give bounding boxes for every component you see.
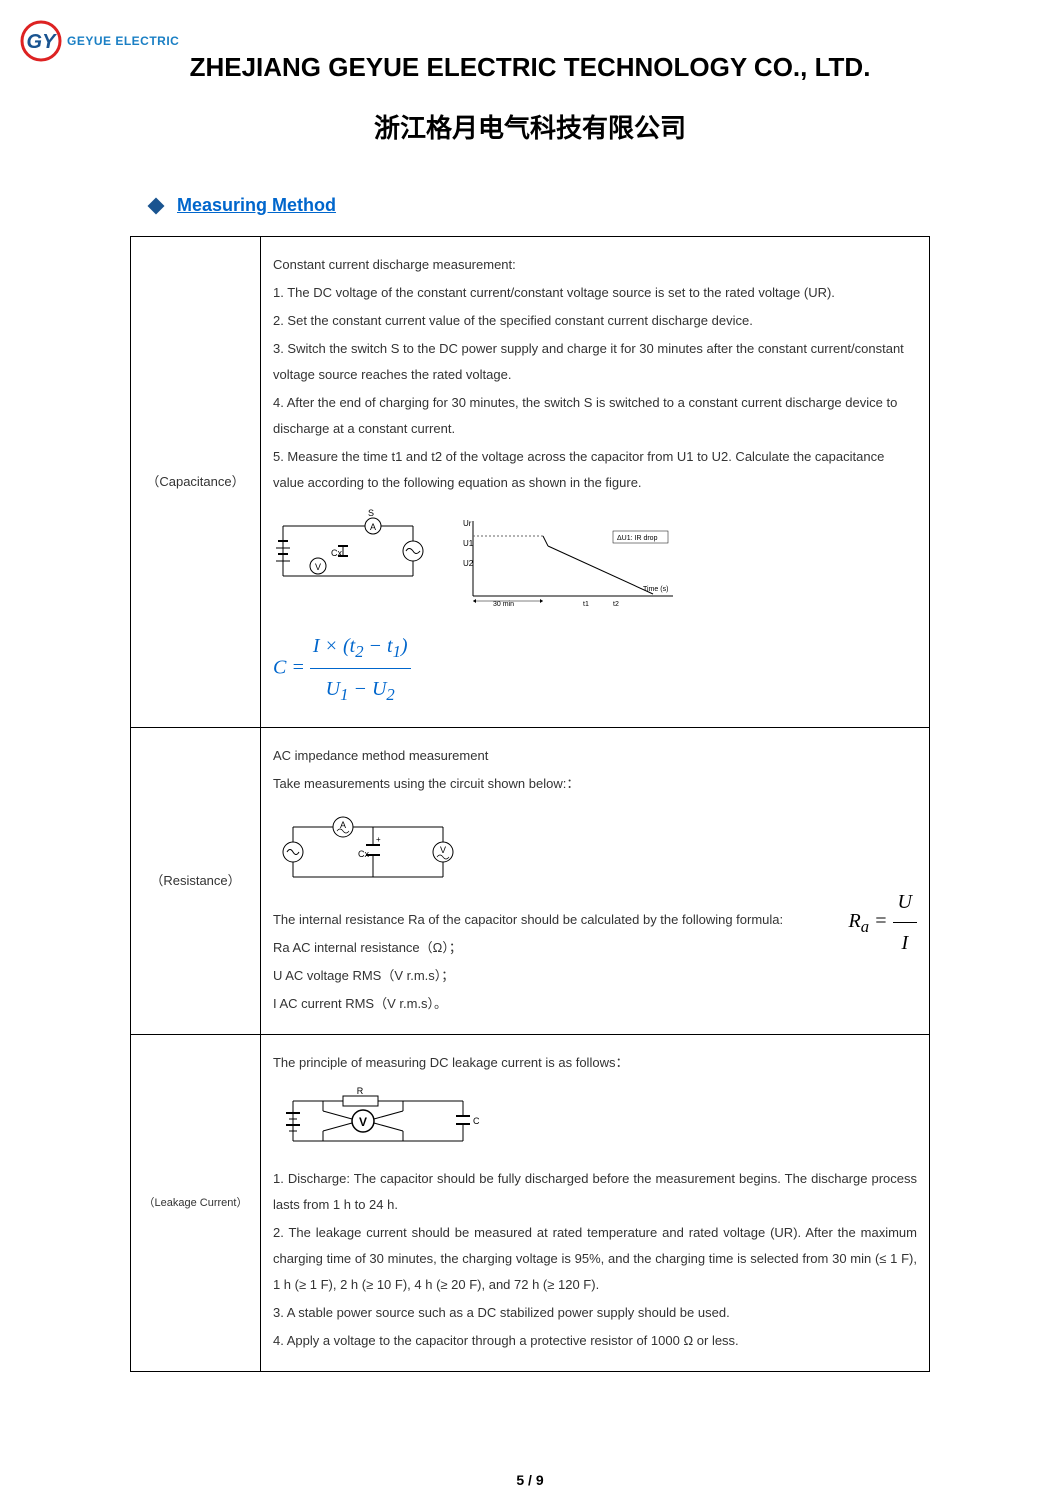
- text-line: U AC voltage RMS（V r.m.s）；: [273, 963, 917, 989]
- ur-label: Ur: [463, 519, 472, 528]
- t1-label: t1: [583, 601, 589, 608]
- voltmeter-label: V: [359, 1115, 367, 1129]
- section-title: Measuring Method: [177, 195, 336, 216]
- logo-text: GEYUE ELECTRIC: [67, 34, 179, 48]
- page-number: 5 / 9: [0, 1472, 1060, 1488]
- table-row: （Leakage Current） The principle of measu…: [131, 1034, 930, 1371]
- text-line: I AC current RMS（V r.m.s）。: [273, 991, 917, 1017]
- resistance-diagram: A Cx + V: [273, 807, 917, 897]
- capacitance-content: Constant current discharge measurement: …: [260, 237, 929, 728]
- capacitance-diagram: A S V Cx: [273, 506, 917, 616]
- resistor-label: R: [357, 1086, 364, 1096]
- cx-label: Cx: [358, 849, 369, 859]
- text-line: Constant current discharge measurement:: [273, 252, 917, 278]
- text-line: The principle of measuring DC leakage cu…: [273, 1050, 917, 1076]
- voltmeter-label: V: [315, 562, 321, 572]
- row-label-capacitance: （Capacitance）: [131, 237, 261, 728]
- thirty-min-label: 30 min: [493, 601, 514, 608]
- table-row: （Capacitance） Constant current discharge…: [131, 237, 930, 728]
- text-line: 1. Discharge: The capacitor should be fu…: [273, 1166, 917, 1218]
- svg-text:+: +: [376, 835, 381, 844]
- t2-label: t2: [613, 601, 619, 608]
- resistance-formula: Ra = U I: [849, 882, 918, 963]
- text-line: 3. A stable power source such as a DC st…: [273, 1300, 917, 1326]
- voltmeter-label: V: [440, 845, 446, 855]
- time-axis-label: Time (s): [643, 586, 668, 593]
- page-sep: /: [524, 1472, 536, 1488]
- resistance-content: AC impedance method measurement Take mea…: [260, 727, 929, 1034]
- leakage-diagram: R V: [273, 1086, 917, 1156]
- company-title-en: ZHEJIANG GEYUE ELECTRIC TECHNOLOGY CO., …: [0, 52, 1060, 83]
- u1-label: U1: [463, 539, 474, 548]
- ammeter-label: A: [340, 820, 346, 830]
- capacitor-label: C: [473, 1116, 480, 1126]
- text-line: 2. The leakage current should be measure…: [273, 1220, 917, 1298]
- ammeter-label: A: [370, 522, 376, 532]
- text-line: 2. Set the constant current value of the…: [273, 308, 917, 334]
- section-header: Measuring Method: [0, 195, 1060, 216]
- text-line: 1. The DC voltage of the constant curren…: [273, 280, 917, 306]
- text-line: AC impedance method measurement: [273, 743, 917, 769]
- row-label-resistance: （Resistance）: [131, 727, 261, 1034]
- ir-drop-label: ΔU1: IR drop: [617, 535, 658, 542]
- svg-text:GY: GY: [27, 31, 58, 53]
- row-label-leakage: （Leakage Current）: [131, 1034, 261, 1371]
- text-line: Take measurements using the circuit show…: [273, 771, 917, 797]
- u2-label: U2: [463, 559, 474, 568]
- text-line: The internal resistance Ra of the capaci…: [273, 907, 917, 933]
- text-line: 5. Measure the time t1 and t2 of the vol…: [273, 444, 917, 496]
- diamond-bullet-icon: [148, 197, 165, 214]
- page-current: 5: [516, 1472, 524, 1488]
- text-line: 4. After the end of charging for 30 minu…: [273, 390, 917, 442]
- text-line: 4. Apply a voltage to the capacitor thro…: [273, 1328, 917, 1354]
- table-row: （Resistance） AC impedance method measure…: [131, 727, 930, 1034]
- logo-icon: GY: [20, 20, 62, 62]
- text-line: Ra AC internal resistance（Ω）；: [273, 935, 917, 961]
- text-line: 3. Switch the switch S to the DC power s…: [273, 336, 917, 388]
- measuring-methods-table: （Capacitance） Constant current discharge…: [130, 236, 930, 1372]
- leakage-content: The principle of measuring DC leakage cu…: [260, 1034, 929, 1371]
- switch-label: S: [368, 508, 374, 518]
- capacitance-formula: C = I × (t2 − t1) U1 − U2: [273, 626, 917, 712]
- page-total: 9: [536, 1472, 544, 1488]
- company-title-cn: 浙江格月电气科技有限公司: [0, 108, 1060, 145]
